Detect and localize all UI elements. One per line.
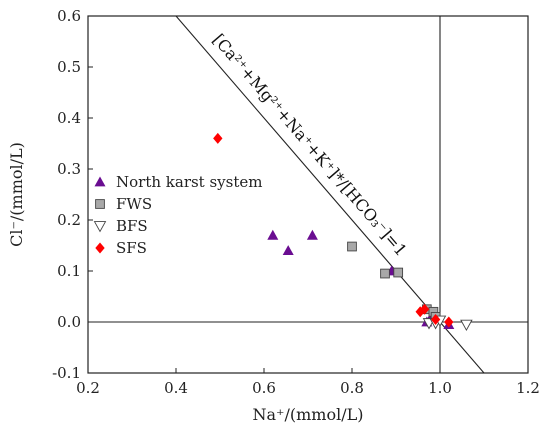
fws-point — [380, 268, 390, 279]
y-tick-label: -0.1 — [52, 364, 81, 382]
x-axis-label: Na⁺/(mmol/L) — [253, 405, 364, 424]
x-tick-label: 0.2 — [76, 379, 100, 397]
x-tick-label: 0.4 — [164, 379, 188, 397]
legend-sfs-marker — [95, 242, 105, 254]
x-tick-label: 0.8 — [340, 379, 364, 397]
y-tick-label: 0.4 — [57, 109, 81, 127]
x-tick-label: 1.0 — [428, 379, 452, 397]
legend-bfs-label: BFS — [116, 217, 148, 235]
data-points — [213, 132, 473, 331]
reference-lines — [88, 16, 528, 373]
axis-ticks: 0.2 0.4 0.6 0.8 1.0 1.2 -0.1 0.0 0.1 0.2 0.3 0.4 0.5… — [52, 7, 540, 397]
plot-frame — [87, 15, 529, 374]
legend-sfs-label: SFS — [116, 239, 147, 257]
legend-fws-label: FWS — [116, 195, 152, 213]
y-tick-label: 0.5 — [57, 58, 81, 76]
sfs-point — [213, 132, 223, 144]
x-tick-label: 1.2 — [516, 379, 540, 397]
y-tick-label: 0.2 — [57, 211, 81, 229]
x-tick-label: 0.6 — [252, 379, 276, 397]
bfs-point — [460, 319, 473, 331]
sfs-point — [444, 316, 454, 328]
north-karst-system-point — [267, 229, 279, 240]
north-karst-system-point — [282, 245, 294, 255]
legend-bfs-marker — [93, 221, 107, 233]
legend: North karst system FWS BFS SFS — [93, 173, 262, 257]
y-tick-label: 0.1 — [57, 262, 81, 280]
sfs-point — [430, 313, 441, 325]
legend-north-karst-system-marker — [94, 176, 106, 187]
y-tick-label: 0.3 — [57, 160, 81, 178]
legend-fws-marker — [95, 199, 105, 209]
fws-point — [393, 267, 404, 278]
y-tick-label: 0.6 — [57, 7, 81, 25]
fws-point — [347, 241, 357, 252]
north-karst-system-point — [306, 229, 318, 240]
ratio-line-annotation: [Ca²⁺+Mg²⁺+Na⁺+K⁺]*/[HCO₃⁻]=1 — [209, 30, 411, 260]
y-axis-label: Cl⁻/(mmol/L) — [7, 142, 26, 247]
legend-north-karst-system-label: North karst system — [116, 173, 262, 191]
y-tick-label: 0.0 — [57, 313, 81, 331]
sfs-point — [419, 303, 430, 315]
